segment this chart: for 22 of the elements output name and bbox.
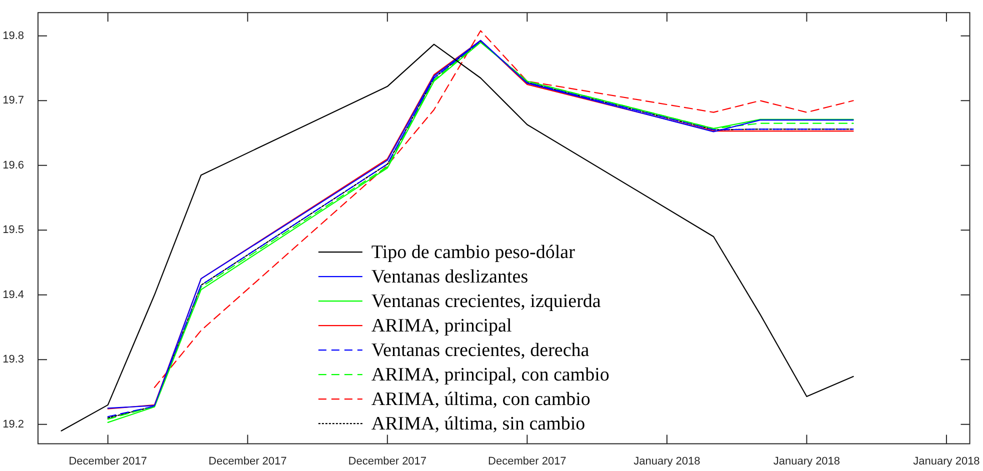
legend-label: ARIMA, principal, con cambio — [371, 364, 610, 386]
x-tick-label: December 2017 — [208, 455, 287, 468]
x-tick-label: January 2018 — [634, 455, 700, 468]
legend-label: ARIMA, última, con cambio — [371, 389, 590, 410]
legend-label: ARIMA, principal — [371, 316, 512, 337]
x-tick-label: December 2017 — [68, 455, 148, 468]
y-tick-label: 19.6 — [2, 159, 24, 172]
legend-label: Ventanas crecientes, izquierda — [371, 291, 602, 312]
y-tick-label: 19.3 — [2, 354, 24, 366]
y-tick-label: 19.2 — [2, 418, 24, 430]
legend-label: Ventanas deslizantes — [371, 266, 528, 288]
x-tick-label: January 2018 — [913, 455, 980, 468]
y-tick-label: 19.8 — [2, 30, 24, 42]
y-tick-label: 19.5 — [2, 224, 24, 236]
legend-label: ARIMA, última, sin cambio — [371, 414, 586, 435]
x-tick-label: January 2018 — [773, 455, 840, 468]
x-tick-label: December 2017 — [348, 455, 427, 468]
legend-label: Tipo de cambio peso-dólar — [371, 242, 576, 264]
y-tick-label: 19.7 — [2, 94, 24, 107]
legend-label: Ventanas crecientes, derecha — [371, 340, 590, 362]
y-tick-label: 19.4 — [2, 288, 24, 301]
x-tick-label: December 2017 — [488, 455, 566, 468]
